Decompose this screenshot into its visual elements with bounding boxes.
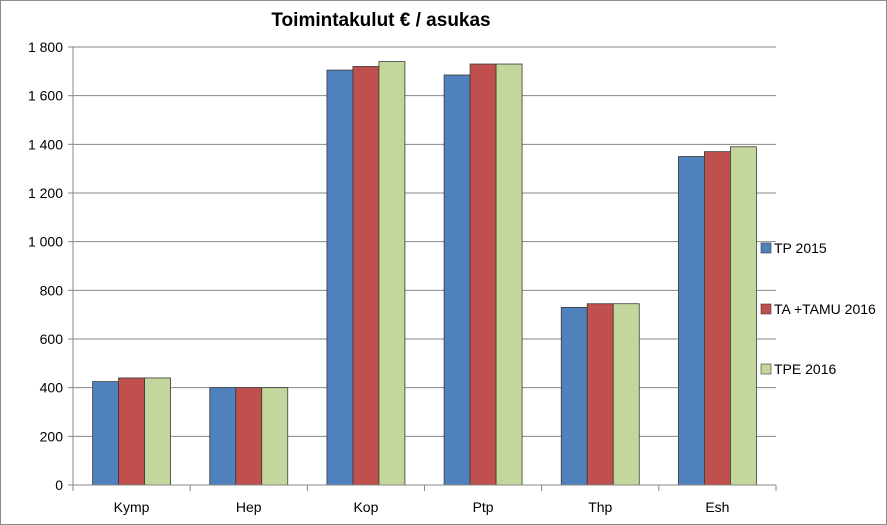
y-tick-label: 1 800: [28, 39, 63, 55]
x-tick-label: Kop: [353, 499, 378, 515]
x-tick-label: Thp: [588, 499, 612, 515]
bar-kymp-series-3: [144, 377, 171, 486]
legend-label: TPE 2016: [774, 361, 836, 377]
bar-thp-series-2: [586, 303, 614, 486]
y-tick-label: 1 400: [28, 136, 63, 152]
bar-ptp-series-3: [495, 63, 523, 486]
legend-label: TP 2015: [774, 240, 827, 256]
bar-esh-series-2: [704, 151, 731, 486]
y-axis: 0 200 400 600 800 1 000 1 200 1 400 1 600 1 800: [28, 39, 74, 493]
bar-kop-series-2: [352, 66, 380, 486]
bar-thp-series-3: [612, 303, 640, 486]
legend-swatch: [760, 303, 772, 315]
bar-esh-series-1: [678, 156, 705, 486]
bar-ptp-series-1: [443, 74, 471, 486]
y-tick-label: 0: [55, 477, 63, 493]
bar-ptp-series-2: [469, 63, 497, 486]
bar-kop-series-1: [326, 69, 354, 486]
bar-hep-series-1: [209, 387, 237, 486]
bar-esh-series-3: [730, 146, 757, 486]
legend-swatch: [760, 363, 772, 375]
y-tick-label: 200: [40, 428, 64, 444]
bars: [92, 61, 757, 486]
bar-kymp-series-2: [118, 377, 145, 486]
x-tick-label: Ptp: [473, 499, 494, 515]
bar-kymp-series-1: [92, 381, 119, 486]
x-tick-label: Hep: [236, 499, 262, 515]
legend: TP 2015 TA +TAMU 2016 TPE 2016: [760, 240, 876, 377]
y-tick-label: 600: [40, 331, 64, 347]
chart-title: Toimintakulut € / asukas: [271, 10, 490, 31]
bar-hep-series-2: [235, 387, 263, 486]
y-tick-label: 1 200: [28, 185, 63, 201]
bar-hep-series-3: [261, 387, 289, 486]
x-tick-label: Esh: [705, 499, 729, 515]
bar-kop-series-3: [378, 61, 406, 486]
x-axis: Kymp Hep Kop Ptp Thp Esh: [72, 484, 777, 515]
gridlines: [73, 46, 776, 437]
y-tick-label: 1 600: [28, 88, 63, 104]
y-tick-label: 400: [40, 380, 64, 396]
legend-label: TA +TAMU 2016: [774, 301, 876, 317]
y-tick-label: 800: [40, 282, 64, 298]
x-tick-label: Kymp: [114, 499, 150, 515]
y-tick-label: 1 000: [28, 234, 63, 250]
legend-swatch: [760, 242, 772, 254]
bar-thp-series-1: [560, 306, 588, 486]
